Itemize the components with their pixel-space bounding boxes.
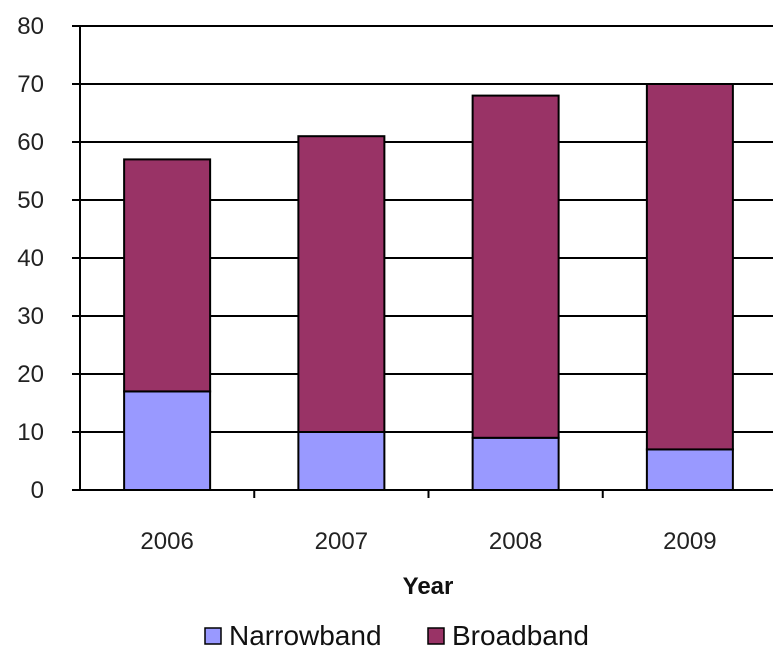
bar-broadband-2009 xyxy=(645,83,734,451)
legend-swatch-narrowband xyxy=(204,627,222,645)
legend-label-narrowband: Narrowband xyxy=(229,620,382,651)
y-tick-label: 60 xyxy=(17,129,44,156)
bar-narrowband-2008 xyxy=(471,436,560,491)
bar-broadband-2008 xyxy=(471,94,560,439)
bar-narrowband-2006 xyxy=(123,390,212,491)
y-tick-label: 0 xyxy=(31,477,44,504)
x-tick-label: 2007 xyxy=(315,528,368,555)
y-tick-label: 70 xyxy=(17,71,44,98)
axes xyxy=(79,26,773,491)
y-tick-label: 10 xyxy=(17,419,44,446)
x-tick-labels: 2006 2007 2008 2009 xyxy=(140,528,716,555)
x-tick-label: 2006 xyxy=(140,528,193,555)
bar-broadband-2007 xyxy=(297,135,386,433)
x-axis-title: Year xyxy=(403,573,454,600)
legend: Narrowband Broadband xyxy=(204,620,589,651)
y-tick-labels: 0 10 20 30 40 50 60 70 80 xyxy=(17,13,44,504)
y-tick-label: 50 xyxy=(17,187,44,214)
x-tick-label: 2009 xyxy=(663,528,716,555)
x-tick-label: 2008 xyxy=(489,528,542,555)
y-tick-label: 30 xyxy=(17,303,44,330)
y-tick-label: 40 xyxy=(17,245,44,272)
bar-narrowband-2009 xyxy=(645,448,734,491)
y-tick-label: 80 xyxy=(17,13,44,40)
y-tick-label: 20 xyxy=(17,361,44,388)
bars xyxy=(123,83,734,491)
bar-narrowband-2007 xyxy=(297,431,386,491)
legend-swatch-broadband xyxy=(427,627,445,645)
legend-label-broadband: Broadband xyxy=(452,620,589,651)
bar-broadband-2006 xyxy=(123,158,212,393)
